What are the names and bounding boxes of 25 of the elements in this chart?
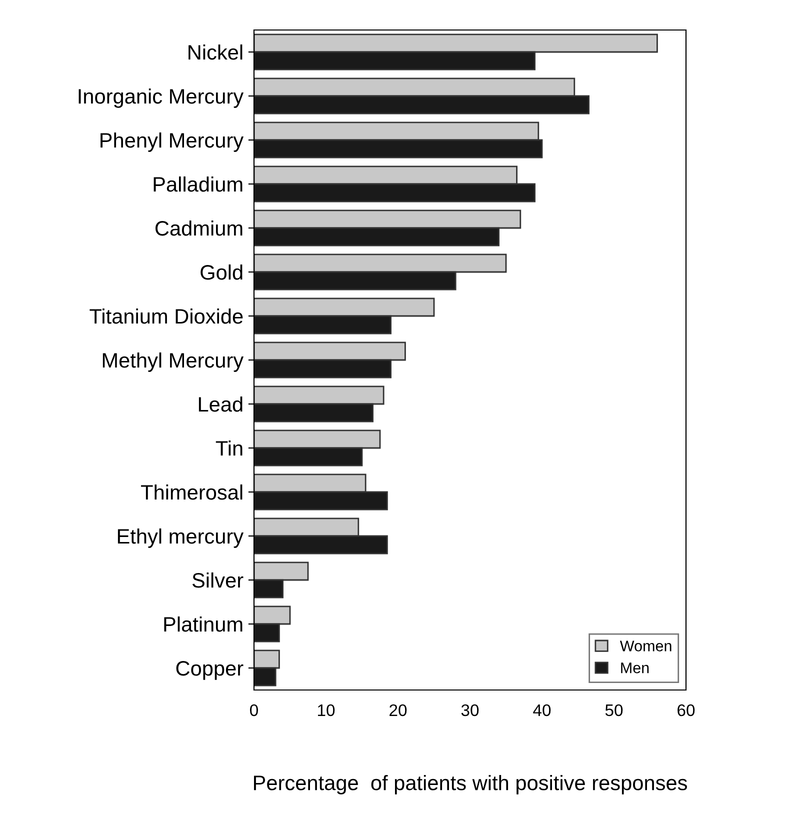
x-tick-label: 10 [318, 704, 335, 716]
x-tick-label: 60 [678, 704, 695, 716]
legend-label: Women [620, 640, 672, 652]
x-axis-title: Percentage of patients with positive responses [254, 774, 687, 794]
y-tick-label: Phenyl Mercury [100, 132, 244, 152]
x-tick-label: 50 [605, 704, 623, 716]
y-tick-label: Titanium Dioxide [90, 308, 243, 324]
x-tick-label: 30 [461, 704, 479, 716]
x-tick-label: 0 [250, 704, 258, 716]
y-tick-label: Methyl Mercury [102, 352, 244, 372]
y-tick-label: Ethyl mercury [118, 528, 244, 548]
y-tick-label: Silver [192, 572, 244, 588]
x-tick-label: 40 [533, 704, 551, 716]
y-tick-label: Nickel [188, 44, 242, 60]
y-tick-label: Lead [198, 396, 242, 412]
y-tick-label: Thimerosal [141, 484, 242, 500]
y-tick-label: Palladium [154, 176, 242, 192]
y-tick-label: Cadmium [156, 220, 242, 236]
x-tick-label: 20 [390, 704, 407, 716]
y-tick-label: Inorganic Mercury [78, 88, 244, 108]
legend-label: Men [621, 662, 649, 674]
y-tick-label: Copper [176, 661, 244, 680]
y-tick-label: Platinum [164, 616, 242, 632]
y-tick-label: Tin [216, 440, 242, 456]
y-tick-label: Gold [200, 264, 242, 280]
